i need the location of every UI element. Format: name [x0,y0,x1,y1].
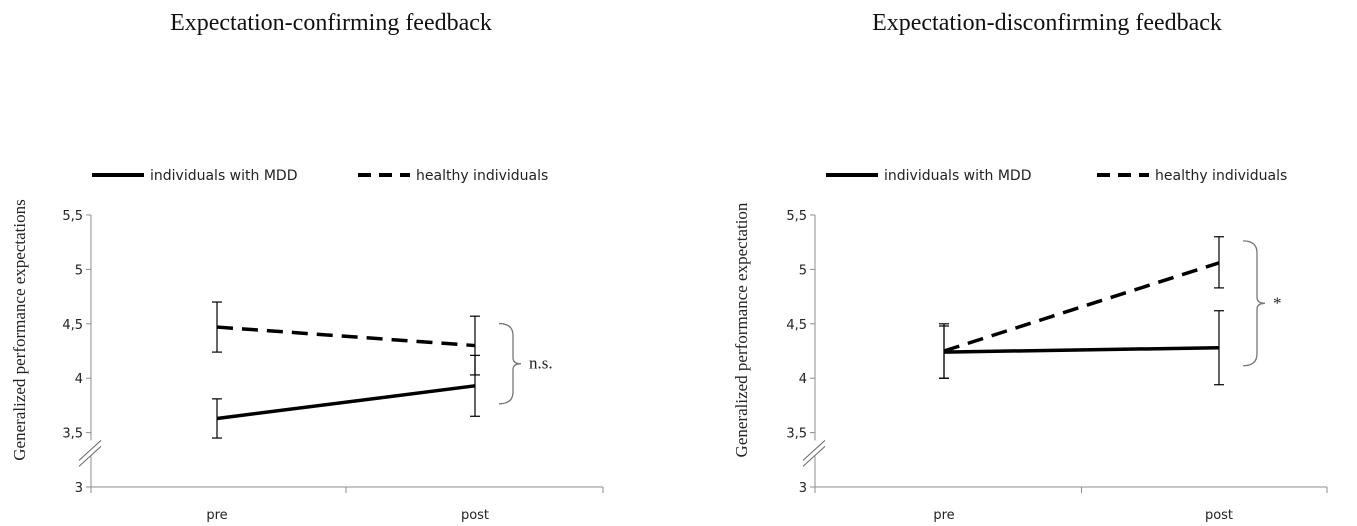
y-tick-label: 3 [75,481,83,496]
y-tick-label: 5 [75,263,83,278]
series-line-healthy [216,325,476,348]
chart-title: Expectation-disconfirming feedback [872,10,1222,36]
chart-panel-1: Expectation-confirming feedback Generaliz… [10,10,604,523]
y-axis-label: Generalized performance expectation [732,202,751,457]
series-line-mdd [943,345,1220,354]
legend-label: healthy individuals [1155,168,1287,184]
significance-label: * [1273,293,1282,312]
axis-break-mark [78,439,102,461]
y-tick-label: 4,5 [786,318,807,333]
x-tick-label: post [1205,508,1233,523]
y-tick-label: 3 [799,481,807,496]
legend-label: healthy individuals [416,168,548,184]
axis-break-gap [87,440,95,457]
y-tick-label: 3,5 [786,427,807,442]
y-tick-label: 5,5 [786,209,807,224]
axis-break-gap [811,440,819,457]
y-axis-label: Generalized performance expectations [10,199,29,460]
chart-title: Expectation-confirming feedback [170,10,492,36]
y-tick-label: 4,5 [62,318,83,333]
y-tick-label: 5,5 [62,209,83,224]
series-line-mdd [216,384,476,421]
significance-bracket [1242,240,1266,367]
x-tick-label: post [461,508,489,523]
y-tick-label: 4 [75,372,83,387]
axis-break-mark [78,445,102,467]
legend-label: individuals with MDD [150,168,297,184]
axis-break-mark [802,445,826,467]
y-tick-label: 4 [799,372,807,387]
y-tick-label: 5 [799,263,807,278]
significance-label: n.s. [529,354,553,373]
legend-label: individuals with MDD [884,168,1031,184]
x-tick-label: pre [933,508,954,523]
chart-panel-2: Expectation-disconfirming feedback Genera… [732,10,1328,523]
y-tick-label: 3,5 [62,427,83,442]
series-line-healthy [943,261,1220,353]
significance-bracket [498,322,522,405]
x-tick-label: pre [206,508,227,523]
axis-break-mark [802,439,826,461]
